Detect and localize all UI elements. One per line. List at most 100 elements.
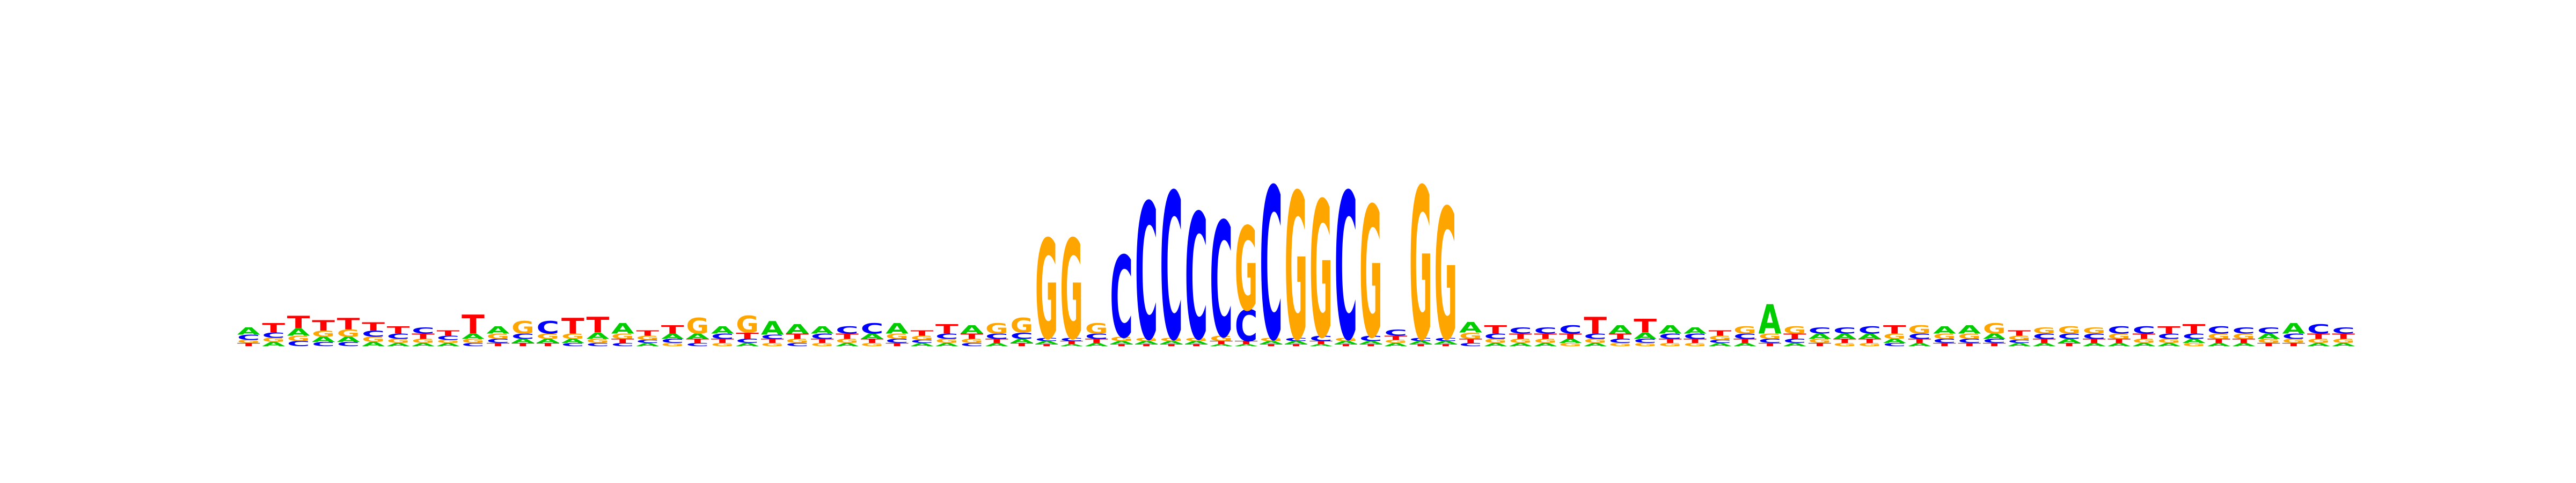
letter-t: T xyxy=(1783,332,1806,341)
letter-t: T xyxy=(2207,338,2230,345)
letter-t: T xyxy=(1010,342,1033,347)
letter-a: A xyxy=(2033,342,2056,347)
letter-c: C xyxy=(2107,325,2131,336)
letter-t: T xyxy=(2107,338,2131,345)
letter-t: T xyxy=(412,332,435,341)
letter-t: T xyxy=(636,329,659,338)
letter-g: G xyxy=(1085,320,1108,337)
letter-c: C xyxy=(1509,326,1532,336)
letter-t: T xyxy=(1958,342,1981,347)
letter-c: C xyxy=(2008,339,2031,344)
letter-g: G xyxy=(362,335,385,343)
letter-c: C xyxy=(561,342,584,347)
letter-g: G xyxy=(2107,332,2131,340)
letter-c: C xyxy=(337,341,360,348)
letter-t: T xyxy=(2083,338,2106,345)
letter-c: C xyxy=(2257,326,2280,336)
letter-g: G xyxy=(2183,342,2206,347)
letter-c: C xyxy=(1634,338,1657,345)
letter-a: A xyxy=(2157,342,2180,347)
letter-c: C xyxy=(661,338,684,345)
letter-a: A xyxy=(611,321,634,338)
letter-a: A xyxy=(487,324,510,336)
letter-t: T xyxy=(786,332,809,341)
letter-g: G xyxy=(1359,170,1382,378)
letter-g: G xyxy=(1035,212,1058,370)
letter-c: C xyxy=(736,338,759,345)
letter-g: G xyxy=(511,318,535,338)
letter-t: T xyxy=(1185,343,1209,347)
letter-g: G xyxy=(1733,325,1757,336)
letter-c: C xyxy=(2207,325,2230,336)
letter-c: C xyxy=(1060,337,1083,342)
letter-g: G xyxy=(312,329,335,339)
letter-a: A xyxy=(287,326,310,338)
letter-c: C xyxy=(437,334,460,341)
letter-g: G xyxy=(1235,203,1258,337)
letter-t: T xyxy=(2183,322,2206,337)
letter-t: T xyxy=(2033,338,2056,345)
letter-t: T xyxy=(511,342,535,347)
letter-c: C xyxy=(287,340,310,348)
letter-g: G xyxy=(1659,342,1682,347)
letter-a: A xyxy=(1534,342,1557,347)
letter-a: A xyxy=(1110,340,1133,345)
letter-t: T xyxy=(1060,340,1083,345)
letter-t: T xyxy=(1584,312,1607,339)
letter-c: C xyxy=(2307,321,2330,336)
letter-a: A xyxy=(1659,323,1682,336)
letter-t: T xyxy=(262,321,286,336)
letter-t: T xyxy=(1808,342,1831,347)
letter-g: G xyxy=(811,342,834,347)
letter-a: A xyxy=(1809,332,1832,340)
letter-g: G xyxy=(1634,342,1657,347)
letter-t: T xyxy=(1359,343,1383,347)
letter-g: G xyxy=(1309,162,1333,380)
letter-t: T xyxy=(611,338,634,345)
letter-g: G xyxy=(1459,331,1482,341)
letter-t: T xyxy=(1933,342,1956,347)
letter-g: G xyxy=(462,338,485,345)
letter-a: A xyxy=(1634,331,1657,341)
letter-a: A xyxy=(985,342,1008,347)
letter-g: G xyxy=(1958,332,1981,340)
letter-t: T xyxy=(911,329,934,338)
letter-a: A xyxy=(2058,338,2081,344)
letter-c: C xyxy=(636,339,659,344)
letter-c: C xyxy=(1958,338,1981,345)
letter-t: T xyxy=(561,314,584,339)
letter-g: G xyxy=(885,332,909,340)
letter-g: G xyxy=(786,338,809,345)
letter-c: C xyxy=(1085,332,1108,341)
letter-g: G xyxy=(586,338,609,345)
letter-g: G xyxy=(711,342,734,347)
letter-c: C xyxy=(2058,332,2081,341)
